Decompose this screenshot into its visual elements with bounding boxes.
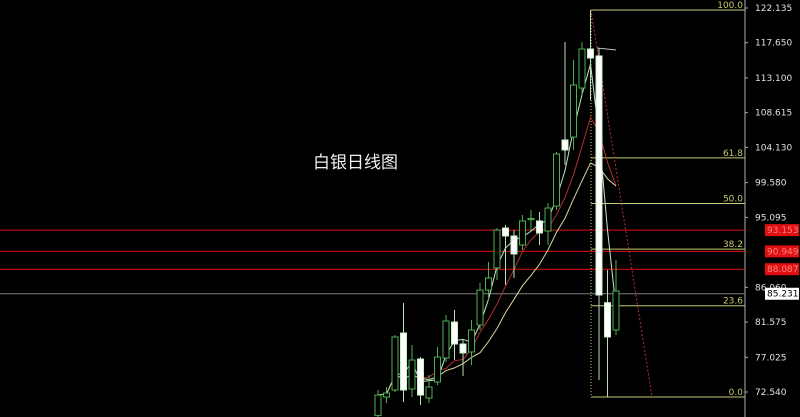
candle-body — [451, 321, 458, 345]
candle — [612, 259, 620, 336]
candle-body — [434, 356, 441, 383]
candle-body — [536, 220, 543, 234]
chart-title: 白银日线图 — [313, 153, 398, 173]
price-line-label: 93.153 — [767, 226, 799, 236]
candle-body — [425, 386, 433, 399]
fib-level-label: 0.0 — [729, 388, 744, 398]
candle — [434, 347, 441, 386]
candle-body — [604, 302, 611, 338]
candle-body — [442, 320, 450, 359]
candle — [468, 320, 475, 365]
candle — [442, 314, 450, 362]
fib-level-label: 61.8 — [723, 149, 743, 159]
candle — [391, 335, 399, 393]
candle — [510, 230, 518, 278]
candle — [604, 269, 611, 398]
y-tick-label: 77.025 — [755, 353, 787, 363]
candle — [485, 262, 492, 301]
trend-line-short — [596, 47, 617, 51]
fib-level-label: 50.0 — [723, 195, 743, 205]
candle-body — [485, 277, 492, 291]
candle — [561, 42, 569, 165]
y-tick-label: 99.580 — [755, 179, 787, 189]
y-tick-label: 113.100 — [755, 74, 792, 84]
candle-body — [595, 55, 603, 296]
y-tick-label: 81.575 — [755, 318, 787, 328]
candle-body — [519, 220, 526, 246]
candle-body — [400, 332, 407, 391]
candle — [578, 42, 586, 95]
price-line-label: 90.949 — [767, 247, 799, 257]
candle — [587, 9, 594, 101]
fib-level-label: 38.2 — [723, 240, 743, 250]
candle — [570, 59, 577, 150]
candle — [493, 228, 501, 280]
price-line-label-bg — [765, 224, 799, 237]
candle — [383, 386, 390, 404]
candle-body — [578, 48, 586, 89]
y-tick-label: 95.095 — [755, 213, 787, 223]
candle-body — [493, 229, 501, 269]
candle — [519, 215, 526, 251]
candle-body — [570, 84, 577, 138]
candle — [425, 374, 433, 404]
candle-body — [408, 359, 416, 390]
fib-level-label: 23.6 — [723, 297, 743, 307]
candle-body — [391, 336, 399, 391]
candle — [527, 209, 535, 233]
candle — [553, 151, 560, 210]
price-line-label: 88.087 — [767, 265, 799, 275]
candle-body — [468, 329, 475, 353]
candle — [536, 211, 543, 245]
y-tick-label: 104.130 — [755, 143, 792, 153]
candle — [374, 390, 382, 417]
candle-body — [383, 392, 390, 398]
candle — [459, 339, 467, 376]
y-tick-label: 72.540 — [755, 388, 787, 398]
candle-body — [417, 358, 424, 396]
candle — [417, 357, 424, 406]
candle-body — [544, 207, 552, 232]
candle-body — [476, 289, 484, 326]
candle — [408, 345, 416, 398]
candle-body — [587, 48, 594, 59]
candle — [476, 282, 484, 330]
candle-body — [459, 343, 467, 354]
candle — [400, 303, 407, 403]
candle-body — [374, 394, 382, 417]
fib-level-label: 100.0 — [717, 1, 743, 11]
candle-body — [510, 235, 518, 255]
candle-body — [527, 217, 535, 221]
current-price-label: 85.231 — [767, 290, 799, 300]
candle — [502, 224, 509, 286]
price-line-label-bg — [765, 263, 799, 276]
y-tick-label: 117.650 — [755, 39, 792, 49]
candle — [451, 310, 458, 361]
candle-body — [561, 139, 569, 151]
y-tick-label: 122.135 — [755, 4, 792, 14]
current-price-label-bg — [765, 287, 799, 300]
candle-body — [553, 153, 560, 207]
candle-body — [612, 290, 620, 331]
candle — [595, 47, 603, 381]
candle-body — [502, 227, 509, 237]
candle — [544, 203, 552, 245]
price-line-label-bg — [765, 245, 799, 258]
y-tick-label: 108.615 — [755, 109, 792, 119]
